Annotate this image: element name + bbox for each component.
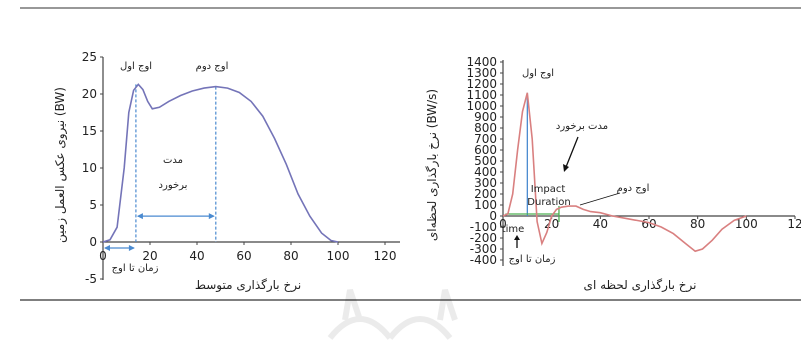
c2-y-tick-label: 1000 xyxy=(466,99,497,113)
c1-x-tick-label: 100 xyxy=(327,249,350,263)
c2-y-tick-label: 300 xyxy=(474,176,497,190)
right-chart-time-label-en: time xyxy=(502,224,525,235)
right-chart-time-pointer-head xyxy=(514,235,520,240)
right-chart-second-peak-pointer xyxy=(579,192,621,206)
left-chart-impact-duration-label-2: برخورد xyxy=(159,180,188,191)
c1-x-tick-label: 80 xyxy=(283,249,298,263)
c2-x-tick-label: 60 xyxy=(641,217,656,231)
c2-y-tick-label: 200 xyxy=(474,187,497,201)
left-chart-time-to-peak-label: زمان تا اوج xyxy=(112,263,159,274)
right-chart: -400-300-200-100010020030040050060070080… xyxy=(425,55,801,293)
background-watermark xyxy=(327,289,458,340)
left-chart-y-axis-label: نیروی عکس العمل زمین (BW) xyxy=(53,87,68,243)
c2-x-tick-label: 100 xyxy=(735,217,758,231)
left-chart-time-arrowhead-right xyxy=(128,245,135,251)
c1-x-tick-label: 20 xyxy=(142,249,157,263)
right-chart-time-to-peak-label: زمان تا اوج xyxy=(509,254,556,265)
c1-x-tick-label: 60 xyxy=(236,249,251,263)
c1-x-tick-label: 0 xyxy=(99,249,107,263)
right-chart-y-axis-label: نرخ بارگذاری لحظه‌ای (BW/s) xyxy=(425,89,440,241)
right-chart-x-axis-label: نرخ بارگذاری لحظه ای xyxy=(584,278,697,293)
c2-y-tick-label: 1200 xyxy=(466,77,497,91)
c2-y-tick-label: -100 xyxy=(470,220,497,234)
c2-x-tick-label: 0 xyxy=(499,217,507,231)
right-chart-duration-pointer xyxy=(565,136,579,168)
c1-y-tick-label: 25 xyxy=(82,50,97,64)
left-chart-duration-arrowhead-left xyxy=(136,213,143,220)
c2-y-tick-label: 100 xyxy=(474,198,497,212)
c1-y-tick-label: -5 xyxy=(85,272,97,286)
c2-y-tick-label: 900 xyxy=(474,110,497,124)
right-chart-series-line xyxy=(502,92,747,253)
c1-y-tick-label: 20 xyxy=(82,87,97,101)
c2-y-tick-label: 1300 xyxy=(466,66,497,80)
c2-y-tick-label: -400 xyxy=(470,253,497,267)
c2-y-tick-label: -200 xyxy=(470,231,497,245)
right-chart-second-peak-label: اوج دوم xyxy=(617,183,650,194)
c2-y-tick-label: 1400 xyxy=(466,55,497,69)
c2-y-tick-label: 600 xyxy=(474,143,497,157)
c1-y-tick-label: 0 xyxy=(89,235,97,249)
right-chart-first-peak-label: اوج اول xyxy=(522,68,554,79)
c1-y-tick-label: 10 xyxy=(82,161,97,175)
c2-y-tick-label: 1100 xyxy=(466,88,497,102)
c2-y-tick-label: 500 xyxy=(474,154,497,168)
c2-x-tick-label: 12 xyxy=(787,217,801,231)
c2-x-tick-label: 40 xyxy=(593,217,608,231)
left-chart-second-peak-label: اوج دوم xyxy=(196,61,229,72)
right-chart-duration-pointer-head xyxy=(563,164,569,172)
right-chart-duration-label-en: Duration xyxy=(527,197,570,208)
c1-x-tick-label: 120 xyxy=(374,249,397,263)
c2-y-tick-label: 400 xyxy=(474,165,497,179)
left-chart-x-axis-label: نرخ بارگذاری متوسط xyxy=(195,278,301,293)
c1-x-tick-label: 40 xyxy=(189,249,204,263)
c2-y-tick-label: -300 xyxy=(470,242,497,256)
right-chart-impact-duration-label: مدت برخورد xyxy=(556,121,608,132)
left-chart-time-arrowhead-left xyxy=(104,245,110,251)
right-chart-impact-label-en: Impact xyxy=(531,184,566,195)
c2-y-tick-label: 0 xyxy=(489,209,497,223)
left-chart-duration-arrowhead-right xyxy=(208,213,215,220)
c2-y-tick-label: 800 xyxy=(474,121,497,135)
left-chart-series-line xyxy=(102,83,339,243)
c1-y-tick-label: 15 xyxy=(82,124,97,138)
c2-x-tick-label: 20 xyxy=(544,217,559,231)
c2-y-tick-label: 700 xyxy=(474,132,497,146)
left-chart-first-peak-label: اوج اول xyxy=(120,61,152,72)
c2-x-tick-label: 80 xyxy=(690,217,705,231)
left-chart-impact-duration-label-1: مدت xyxy=(163,155,183,166)
c1-y-tick-label: 5 xyxy=(89,198,97,212)
